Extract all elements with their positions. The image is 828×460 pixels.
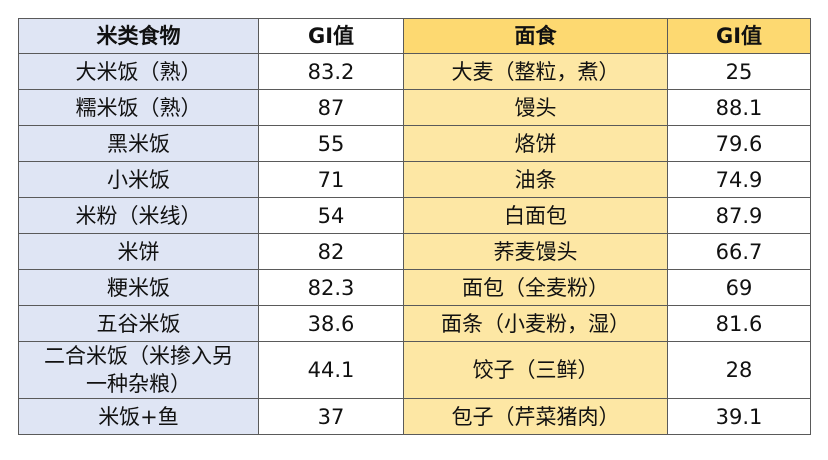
table-cell: 烙饼 [403,125,668,162]
table-row: 米粉（米线） 54 白面包 87.9 [18,197,811,234]
table-cell: 米粉（米线） [18,197,259,234]
table-cell: 25 [667,53,811,90]
table-cell: 79.6 [667,125,811,162]
table-row: 米饭+鱼 37 包子（芹菜猪肉） 39.1 [18,398,811,435]
header-cell: 米类食物 [18,18,259,54]
table-cell: 37 [258,398,404,435]
table-cell: 44.1 [258,341,404,399]
table-cell: 米饼 [18,233,259,270]
table-cell: 71 [258,161,404,198]
table-cell: 38.6 [258,305,404,342]
table-cell: 74.9 [667,161,811,198]
gi-table: 米类食物 GI值 面食 GI值 大米饭（熟） 83.2 大麦（整粒，煮） 25 糯米饭（熟） 8… [18,18,811,435]
table-cell: 83.2 [258,53,404,90]
table-body: 大米饭（熟） 83.2 大麦（整粒，煮） 25 糯米饭（熟） 87 馒头 88.1 黑米饭 55 烙… [18,53,811,435]
table-cell: 87 [258,89,404,126]
table-cell: 荞麦馒头 [403,233,668,270]
table-row: 大米饭（熟） 83.2 大麦（整粒，煮） 25 [18,53,811,90]
table-cell: 82 [258,233,404,270]
table-row: 二合米饭（米掺入另一种杂粮） 44.1 饺子（三鲜） 28 [18,341,811,399]
table-row: 糯米饭（熟） 87 馒头 88.1 [18,89,811,126]
table-cell: 大麦（整粒，煮） [403,53,668,90]
table-cell: 66.7 [667,233,811,270]
table-cell: 面包（全麦粉） [403,269,668,306]
table-cell: 88.1 [667,89,811,126]
header-cell: GI值 [258,18,404,54]
table-cell: 米饭+鱼 [18,398,259,435]
table-row: 米饼 82 荞麦馒头 66.7 [18,233,811,270]
table-cell: 饺子（三鲜） [403,341,668,399]
header-row: 米类食物 GI值 面食 GI值 [18,18,811,54]
header-cell: GI值 [667,18,811,54]
table-cell: 81.6 [667,305,811,342]
table-cell: 糯米饭（熟） [18,89,259,126]
table-row: 粳米饭 82.3 面包（全麦粉） 69 [18,269,811,306]
table-cell: 油条 [403,161,668,198]
table-cell: 39.1 [667,398,811,435]
table-cell: 大米饭（熟） [18,53,259,90]
table-header: 米类食物 GI值 面食 GI值 [18,18,811,54]
table-cell: 粳米饭 [18,269,259,306]
table-cell: 55 [258,125,404,162]
table-row: 五谷米饭 38.6 面条（小麦粉，湿） 81.6 [18,305,811,342]
table-cell: 28 [667,341,811,399]
table-cell: 小米饭 [18,161,259,198]
table-cell: 87.9 [667,197,811,234]
table-cell: 黑米饭 [18,125,259,162]
table-row: 黑米饭 55 烙饼 79.6 [18,125,811,162]
table-cell: 白面包 [403,197,668,234]
header-cell: 面食 [403,18,668,54]
table-row: 小米饭 71 油条 74.9 [18,161,811,198]
table-cell: 五谷米饭 [18,305,259,342]
table-cell: 包子（芹菜猪肉） [403,398,668,435]
table-cell: 82.3 [258,269,404,306]
table-cell: 54 [258,197,404,234]
table-cell: 二合米饭（米掺入另一种杂粮） [18,341,259,399]
table-cell: 面条（小麦粉，湿） [403,305,668,342]
table-cell: 馒头 [403,89,668,126]
table-cell: 69 [667,269,811,306]
